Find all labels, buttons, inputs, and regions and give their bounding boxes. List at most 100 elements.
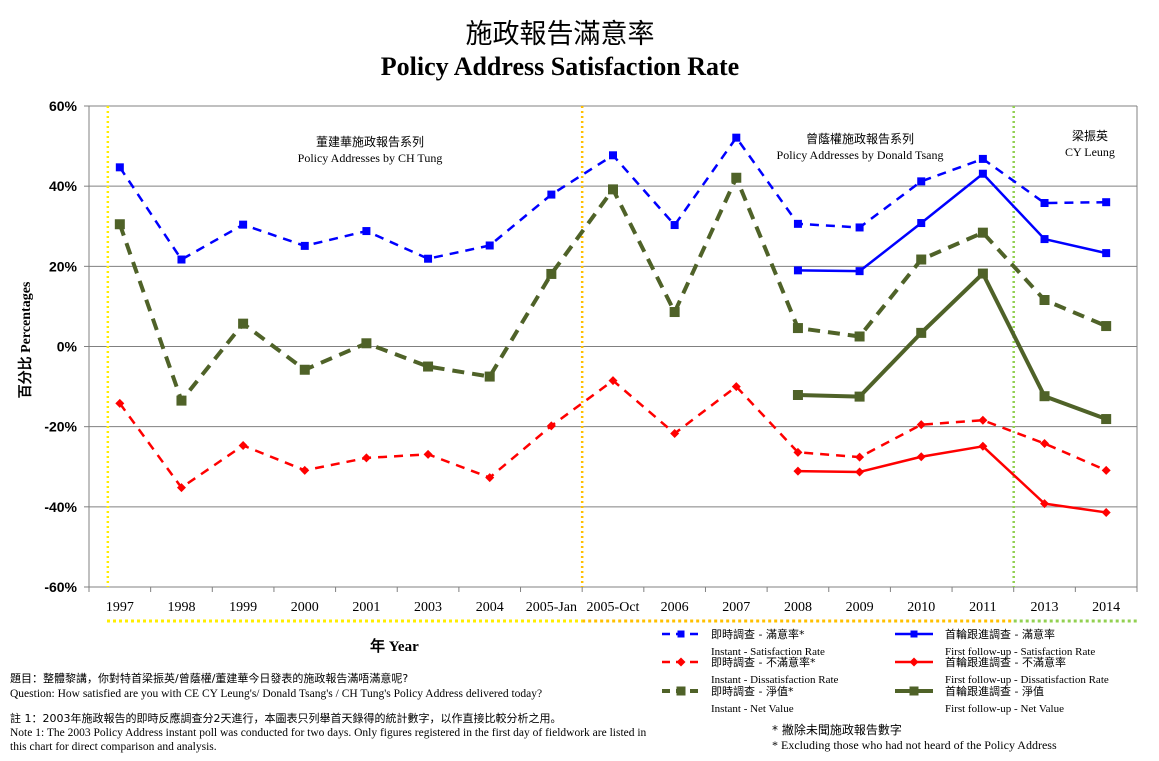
x-tick-label: 2008 — [784, 600, 812, 615]
footnote-en: * Excluding those who had not heard of t… — [772, 738, 1057, 752]
data-point-followup-dissatisfaction — [978, 441, 988, 451]
data-point-instant-satisfaction — [547, 190, 556, 199]
data-point-instant-net — [731, 172, 742, 183]
data-point-followup-dissatisfaction — [855, 467, 865, 477]
data-point-followup-dissatisfaction — [916, 452, 926, 462]
data-point-instant-satisfaction — [855, 223, 864, 232]
x-tick-label: 2014 — [1092, 600, 1120, 615]
series-line-instant-net — [117, 175, 1107, 403]
question-en: Question: How satisfied are you with CE … — [10, 688, 543, 700]
data-point-instant-dissatisfaction — [361, 453, 371, 463]
data-point-instant-satisfaction — [978, 154, 987, 163]
data-point-instant-dissatisfaction — [485, 473, 495, 483]
data-point-followup-dissatisfaction — [793, 466, 803, 476]
data-point-followup-satisfaction — [793, 266, 802, 275]
data-point-followup-satisfaction — [917, 219, 926, 228]
y-tick-label: -20% — [44, 419, 77, 435]
data-point-instant-net — [854, 331, 865, 342]
legend-instant-net: 即時調查 - 淨值* Instant - Net Value — [711, 685, 794, 715]
series-line-instant-dissatisfaction — [118, 379, 1107, 489]
legend-followup-dissatisfaction: 首輪跟進調查 - 不滿意率 First follow-up - Dissatis… — [945, 656, 1109, 686]
data-point-instant-satisfaction — [917, 177, 926, 186]
x-tick-label: 1999 — [229, 600, 257, 615]
era-label-leung-en: CY Leung — [1065, 145, 1115, 159]
legend-followup-net: 首輪跟進調查 - 淨值 First follow-up - Net Value — [945, 685, 1064, 715]
era-label-leung-zh: 梁振英 — [1071, 129, 1108, 143]
legend-swatch-marker-instant-dissatisfaction — [676, 657, 686, 667]
legend-swatch-marker-followup-satisfaction — [910, 630, 918, 638]
data-point-instant-satisfaction — [362, 227, 371, 236]
y-tick-label: -40% — [44, 499, 77, 515]
data-point-instant-net — [423, 361, 434, 372]
era-label-tsang: 曾蔭權施政報告系列 Policy Addresses by Donald Tsa… — [745, 131, 975, 163]
note-zh: 註 1：2003年施政報告的即時反應調查分2天進行，本圖表只列舉首天錄得的統計數… — [10, 712, 562, 725]
data-point-instant-net — [916, 254, 927, 265]
era-label-tung: 董建華施政報告系列 Policy Addresses by CH Tung — [255, 134, 485, 166]
data-point-followup-net — [1039, 391, 1050, 402]
legend-followup-satisfaction: 首輪跟進調查 - 滿意率 First follow-up - Satisfact… — [945, 628, 1096, 658]
data-point-followup-satisfaction — [978, 169, 987, 178]
series-line-followup-net — [797, 271, 1107, 421]
data-point-followup-dissatisfaction — [1040, 499, 1050, 509]
chart-title-chinese: 施政報告滿意率 — [465, 19, 655, 50]
data-point-instant-dissatisfaction — [300, 465, 310, 475]
data-point-instant-net — [238, 318, 249, 329]
data-point-instant-satisfaction — [115, 163, 124, 172]
data-point-instant-net — [669, 307, 680, 318]
question-zh: 題目：整體黎講，你對特首梁振英/曾蔭權/董建華今日發表的施政報告滿唔滿意呢? — [10, 672, 409, 685]
data-point-followup-dissatisfaction — [1101, 507, 1111, 517]
x-tick-label: 2000 — [291, 600, 319, 615]
data-point-instant-net — [977, 227, 988, 238]
data-point-instant-satisfaction — [424, 254, 433, 263]
x-tick-label: 2007 — [722, 600, 750, 615]
chart-title-english: Policy Address Satisfaction Rate — [380, 52, 740, 81]
x-tick-label: 2005-Oct — [587, 600, 640, 615]
data-point-instant-satisfaction — [239, 220, 248, 229]
data-point-instant-satisfaction — [1040, 199, 1049, 208]
y-tick-label: 0% — [57, 339, 78, 355]
y-tick-label: 20% — [49, 258, 78, 274]
x-tick-label: 2003 — [414, 600, 442, 615]
x-tick-label: 2004 — [476, 600, 504, 615]
x-tick-label: 2009 — [846, 600, 874, 615]
legend-instant-satisfaction: 即時調查 - 滿意率* Instant - Satisfaction Rate — [711, 628, 825, 658]
data-point-instant-satisfaction — [177, 255, 186, 264]
era-label-tung-zh: 董建華施政報告系列 — [315, 135, 424, 149]
data-point-instant-satisfaction — [670, 221, 679, 230]
data-point-instant-satisfaction — [793, 219, 802, 228]
data-point-instant-dissatisfaction — [546, 421, 556, 431]
data-point-instant-dissatisfaction — [731, 382, 741, 392]
data-point-followup-satisfaction — [1102, 249, 1111, 258]
data-point-followup-net — [1101, 414, 1112, 425]
y-axis-title: 百分比 Percentages — [19, 281, 34, 399]
legend-swatch-marker-followup-dissatisfaction — [909, 657, 919, 667]
data-point-instant-dissatisfaction — [423, 449, 433, 459]
note-en-line2: this chart for direct comparison and ana… — [10, 741, 217, 753]
data-point-instant-satisfaction — [300, 241, 309, 250]
data-point-instant-net — [361, 338, 372, 349]
data-point-instant-dissatisfaction — [855, 452, 865, 462]
series-line-followup-satisfaction — [797, 172, 1107, 273]
data-point-followup-net — [792, 390, 803, 401]
data-point-instant-net — [299, 364, 310, 375]
data-point-instant-dissatisfaction — [176, 483, 186, 493]
data-point-instant-net — [114, 219, 125, 230]
era-label-tung-en: Policy Addresses by CH Tung — [297, 151, 443, 165]
data-point-instant-net — [484, 371, 495, 382]
era-label-leung: 梁振英 CY Leung — [1040, 128, 1140, 160]
x-tick-label: 2005-Jan — [526, 600, 577, 615]
data-point-followup-satisfaction — [1040, 235, 1049, 244]
legend-swatch-marker-followup-net — [909, 686, 919, 696]
data-point-followup-net — [854, 391, 865, 402]
x-tick-label: 2013 — [1031, 600, 1059, 615]
footnote-zh: * 撇除未聞施政報告數字 — [772, 723, 902, 737]
data-point-instant-net — [546, 268, 557, 279]
note-en-line1: Note 1: The 2003 Policy Address instant … — [10, 727, 647, 739]
data-point-instant-net — [1101, 321, 1112, 332]
data-point-instant-satisfaction — [732, 133, 741, 142]
data-point-instant-dissatisfaction — [978, 415, 988, 425]
data-point-followup-net — [977, 268, 988, 279]
data-point-instant-dissatisfaction — [670, 428, 680, 438]
x-tick-label: 1998 — [167, 600, 195, 615]
data-point-instant-dissatisfaction — [793, 447, 803, 457]
